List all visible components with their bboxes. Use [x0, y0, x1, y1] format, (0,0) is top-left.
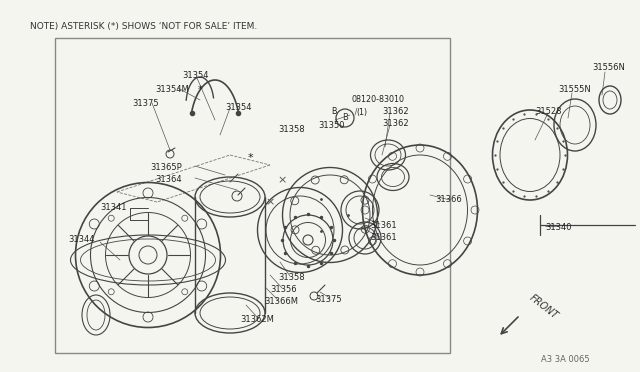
Text: ×: ×	[266, 197, 275, 207]
Text: 31365P: 31365P	[150, 164, 182, 173]
Text: 31344: 31344	[68, 235, 95, 244]
Text: 31361: 31361	[370, 234, 397, 243]
Text: 31356: 31356	[270, 285, 296, 295]
Text: (1): (1)	[356, 108, 367, 116]
Text: B: B	[342, 113, 348, 122]
Text: 31340: 31340	[545, 224, 572, 232]
Text: 31354: 31354	[225, 103, 252, 112]
Text: 31375: 31375	[132, 99, 159, 109]
Text: FRONT: FRONT	[528, 293, 561, 321]
Text: *: *	[248, 153, 253, 163]
Text: 31362M: 31362M	[240, 315, 274, 324]
Text: *: *	[198, 85, 203, 95]
Bar	[55, 38, 450, 353]
Text: 31364: 31364	[155, 176, 182, 185]
Text: 31555N: 31555N	[558, 86, 591, 94]
Text: 31350: 31350	[318, 121, 344, 129]
Text: NOTE) ASTERISK (*) SHOWS ‘NOT FOR SALE’ ITEM.: NOTE) ASTERISK (*) SHOWS ‘NOT FOR SALE’ …	[30, 22, 257, 31]
Text: 31556N: 31556N	[592, 64, 625, 73]
Text: B: B	[331, 108, 337, 116]
Text: 31354: 31354	[182, 71, 209, 80]
Text: 31358: 31358	[278, 273, 305, 282]
Text: 31366M: 31366M	[264, 298, 298, 307]
Text: 31366: 31366	[435, 196, 461, 205]
Text: 31362: 31362	[382, 119, 408, 128]
Text: 31528: 31528	[535, 108, 561, 116]
Text: 31375: 31375	[315, 295, 342, 305]
Text: 31354M: 31354M	[155, 86, 189, 94]
Text: 31361: 31361	[370, 221, 397, 230]
Text: ×: ×	[277, 175, 287, 185]
Text: A3 3A 0065: A3 3A 0065	[541, 356, 590, 365]
Text: 08120-83010: 08120-83010	[352, 96, 405, 105]
Text: 31358: 31358	[278, 125, 305, 135]
Circle shape	[310, 292, 318, 300]
Text: 31362: 31362	[382, 108, 408, 116]
Text: 31341: 31341	[100, 203, 127, 212]
